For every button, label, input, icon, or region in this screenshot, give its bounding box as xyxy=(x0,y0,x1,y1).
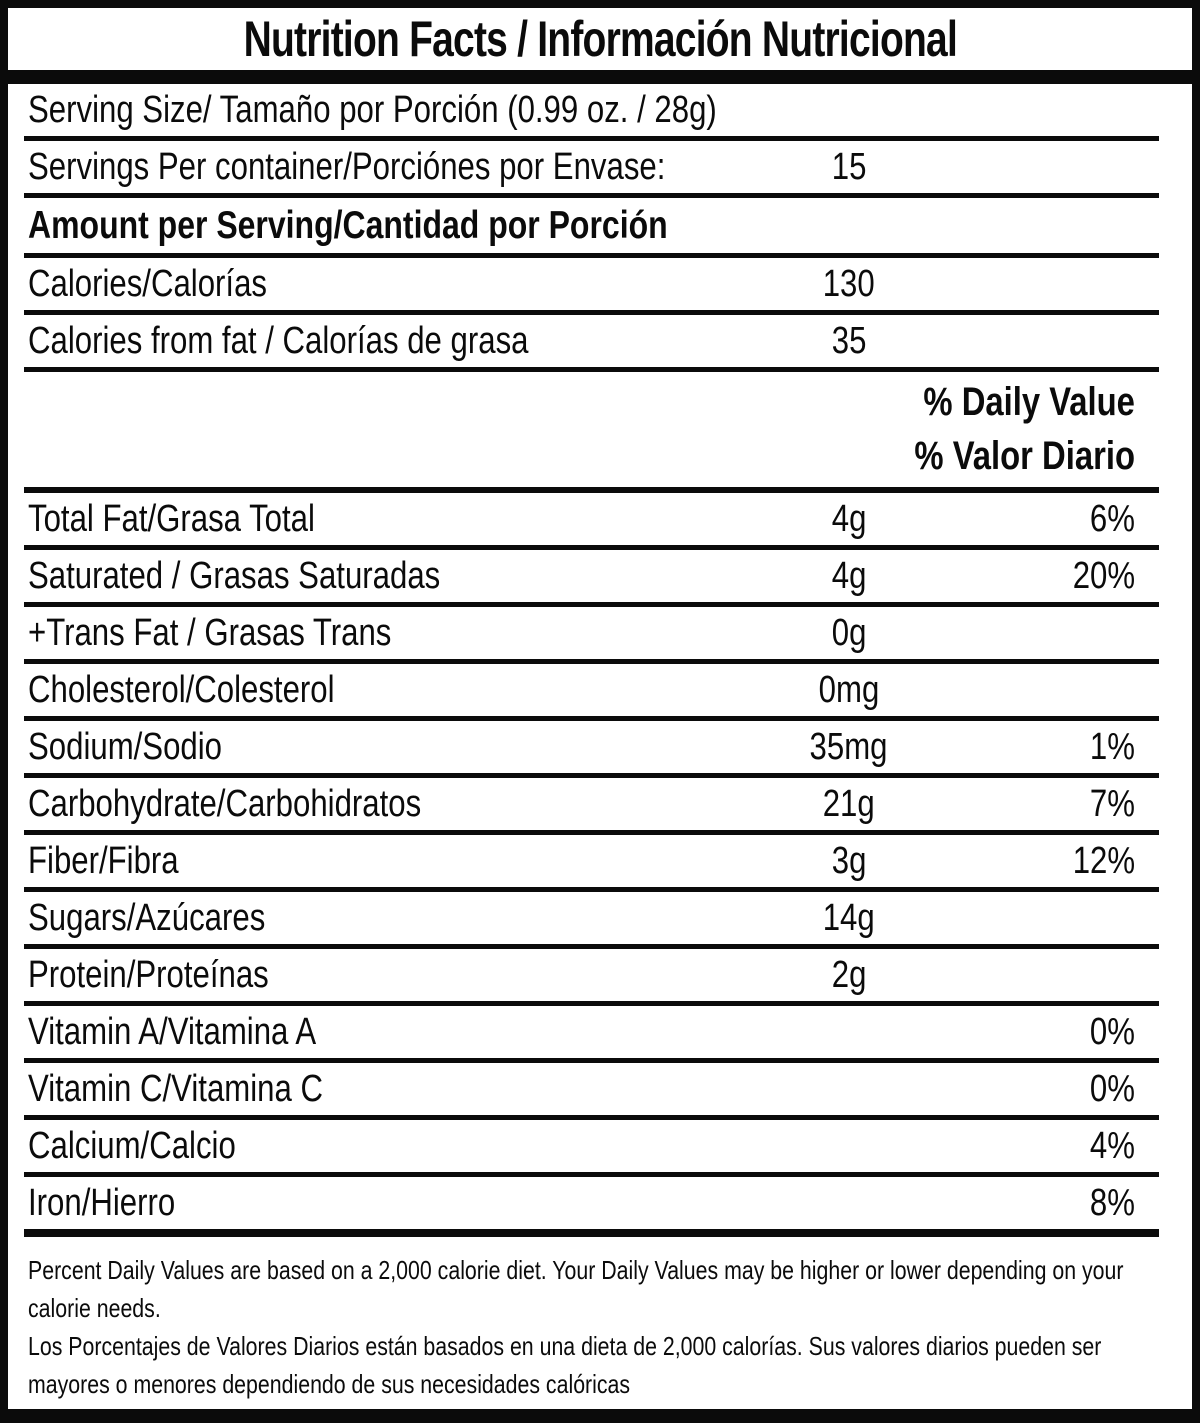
label-header: Nutrition Facts / Información Nutriciona… xyxy=(8,8,1192,70)
calories-value: 130 xyxy=(823,262,875,305)
nutrient-daily-value: 4% xyxy=(1089,1124,1135,1167)
calories-from-fat-value: 35 xyxy=(831,319,867,362)
calories-row: Calories/Calorías 130 xyxy=(24,258,1159,315)
nutrient-name: Saturated / Grasas Saturadas xyxy=(28,554,441,597)
title-divider-bar xyxy=(8,70,1192,84)
nutrient-daily-value: 0% xyxy=(1089,1010,1135,1053)
nutrient-amount: 2g xyxy=(831,953,867,996)
nutrient-daily-value: 8% xyxy=(1089,1181,1135,1224)
nutrient-amount: 14g xyxy=(823,896,875,939)
nutrient-name: Vitamin C/Vitamina C xyxy=(28,1067,323,1110)
servings-per-container-value: 15 xyxy=(831,145,867,188)
daily-value-header-en: % Daily Value xyxy=(923,380,1135,425)
nutrient-row: Protein/Proteínas 2g xyxy=(24,949,1159,1006)
nutrient-row: Vitamin A/Vitamina A 0% xyxy=(24,1006,1159,1063)
nutrient-name: Total Fat/Grasa Total xyxy=(28,497,315,540)
amount-per-serving-header-row: Amount per Serving/Cantidad por Porción xyxy=(24,198,1159,258)
servings-per-container-text: Servings Per container/Porciónes por Env… xyxy=(28,145,666,188)
nutrient-daily-value: 7% xyxy=(1089,782,1135,825)
nutrient-name: Fiber/Fibra xyxy=(28,839,179,882)
nutrient-name: Vitamin A/Vitamina A xyxy=(28,1010,317,1053)
nutrient-name: Protein/Proteínas xyxy=(28,953,269,996)
serving-size-row: Serving Size/ Tamaño por Porción (0.99 o… xyxy=(24,84,1159,141)
nutrient-row: Sodium/Sodio 35mg 1% xyxy=(24,721,1159,778)
nutrient-name: Iron/Hierro xyxy=(28,1181,176,1224)
nutrients-table: Total Fat/Grasa Total 4g 6% Saturated / … xyxy=(24,493,1159,1229)
nutrient-name: Cholesterol/Colesterol xyxy=(28,668,335,711)
nutrient-name: Calcium/Calcio xyxy=(28,1124,236,1167)
nutrient-amount: 21g xyxy=(823,782,875,825)
nutrient-row: Saturated / Grasas Saturadas 4g 20% xyxy=(24,550,1159,607)
nutrient-daily-value: 20% xyxy=(1072,554,1135,597)
nutrient-row: Cholesterol/Colesterol 0mg xyxy=(24,664,1159,721)
nutrient-name: Sodium/Sodio xyxy=(28,725,223,768)
nutrient-row: Total Fat/Grasa Total 4g 6% xyxy=(24,493,1159,550)
nutrient-amount: 3g xyxy=(831,839,867,882)
calories-from-fat-row: Calories from fat / Calorías de grasa 35 xyxy=(24,315,1159,372)
nutrient-row: Sugars/Azúcares 14g xyxy=(24,892,1159,949)
nutrient-name: +Trans Fat / Grasas Trans xyxy=(28,611,392,654)
servings-per-container-row: Servings Per container/Porciónes por Env… xyxy=(24,141,1159,198)
nutrient-row: Iron/Hierro 8% xyxy=(24,1177,1159,1229)
calories-from-fat-text: Calories from fat / Calorías de grasa xyxy=(28,319,529,362)
nutrient-amount: 4g xyxy=(831,497,867,540)
nutrient-daily-value: 1% xyxy=(1089,725,1135,768)
nutrient-daily-value: 6% xyxy=(1089,497,1135,540)
footnote-spanish: Los Porcentajes de Valores Diarios están… xyxy=(28,1331,1102,1399)
nutrient-amount: 0mg xyxy=(818,668,880,711)
daily-value-header-es: % Valor Diario xyxy=(914,433,1135,478)
nutrient-row: +Trans Fat / Grasas Trans 0g xyxy=(24,607,1159,664)
nutrient-daily-value: 12% xyxy=(1072,839,1135,882)
nutrient-row: Fiber/Fibra 3g 12% xyxy=(24,835,1159,892)
label-body: Serving Size/ Tamaño por Porción (0.99 o… xyxy=(8,84,1192,1409)
amount-per-serving-header-text: Amount per Serving/Cantidad por Porción xyxy=(28,203,668,247)
nutrient-name: Sugars/Azúcares xyxy=(28,896,266,939)
label-title: Nutrition Facts / Información Nutriciona… xyxy=(243,11,957,67)
nutrient-amount: 0g xyxy=(831,611,867,654)
nutrient-amount: 35mg xyxy=(810,725,888,768)
calories-text: Calories/Calorías xyxy=(28,262,267,305)
nutrient-amount: 4g xyxy=(831,554,867,597)
footnotes: Percent Daily Values are based on a 2,00… xyxy=(24,1237,1159,1409)
footnote-english: Percent Daily Values are based on a 2,00… xyxy=(28,1255,1124,1323)
nutrient-row: Carbohydrate/Carbohidratos 21g 7% xyxy=(24,778,1159,835)
nutrient-name: Carbohydrate/Carbohidratos xyxy=(28,782,422,825)
nutrient-row: Calcium/Calcio 4% xyxy=(24,1120,1159,1177)
daily-value-header: % Daily Value % Valor Diario xyxy=(24,372,1159,493)
serving-size-text: Serving Size/ Tamaño por Porción (0.99 o… xyxy=(28,88,717,131)
nutrient-row: Vitamin C/Vitamina C 0% xyxy=(24,1063,1159,1120)
nutrient-daily-value: 0% xyxy=(1089,1067,1135,1110)
footnote-divider-bar xyxy=(24,1229,1159,1237)
